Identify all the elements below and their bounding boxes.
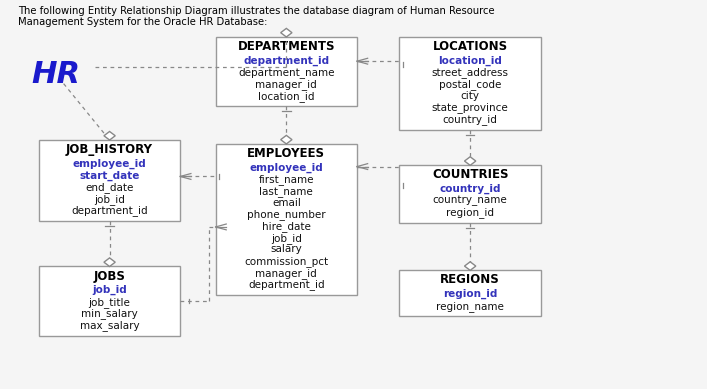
Text: postal_code: postal_code bbox=[439, 79, 501, 90]
Text: max_salary: max_salary bbox=[80, 320, 139, 331]
Text: COUNTRIES: COUNTRIES bbox=[432, 168, 508, 181]
Bar bbox=[399, 270, 541, 316]
Polygon shape bbox=[464, 262, 476, 270]
Text: employee_id: employee_id bbox=[73, 159, 146, 169]
Bar bbox=[399, 37, 541, 130]
Text: region_id: region_id bbox=[446, 207, 494, 218]
Text: last_name: last_name bbox=[259, 186, 313, 197]
Text: department_id: department_id bbox=[243, 56, 329, 66]
Text: phone_number: phone_number bbox=[247, 209, 326, 220]
Text: job_id: job_id bbox=[271, 233, 302, 244]
Text: end_date: end_date bbox=[86, 182, 134, 193]
Text: commission_pct: commission_pct bbox=[245, 256, 328, 267]
Text: country_id: country_id bbox=[443, 114, 498, 125]
Text: first_name: first_name bbox=[259, 174, 314, 185]
Text: min_salary: min_salary bbox=[81, 308, 138, 319]
Text: email: email bbox=[272, 198, 300, 208]
Text: manager_id: manager_id bbox=[255, 79, 317, 90]
Text: manager_id: manager_id bbox=[255, 268, 317, 279]
Text: department_name: department_name bbox=[238, 67, 334, 78]
Text: employee_id: employee_id bbox=[250, 163, 323, 173]
Polygon shape bbox=[104, 131, 115, 140]
Text: state_province: state_province bbox=[432, 102, 508, 113]
Text: region_id: region_id bbox=[443, 289, 497, 299]
Bar bbox=[39, 140, 180, 221]
Text: EMPLOYEES: EMPLOYEES bbox=[247, 147, 325, 160]
Text: city: city bbox=[461, 91, 479, 101]
Text: job_id: job_id bbox=[92, 285, 127, 295]
Polygon shape bbox=[104, 258, 115, 266]
Text: start_date: start_date bbox=[79, 170, 140, 180]
Text: HR: HR bbox=[32, 60, 81, 89]
Polygon shape bbox=[464, 157, 476, 165]
Text: department_id: department_id bbox=[71, 205, 148, 216]
Text: REGIONS: REGIONS bbox=[440, 273, 500, 286]
Polygon shape bbox=[281, 135, 292, 144]
Text: country_id: country_id bbox=[440, 184, 501, 194]
Text: LOCATIONS: LOCATIONS bbox=[433, 40, 508, 53]
Text: street_address: street_address bbox=[432, 67, 508, 78]
Bar bbox=[216, 37, 357, 106]
Text: salary: salary bbox=[271, 244, 302, 254]
Text: job_id: job_id bbox=[94, 194, 125, 205]
Bar bbox=[216, 144, 357, 295]
Text: country_name: country_name bbox=[433, 196, 508, 206]
Polygon shape bbox=[281, 28, 292, 37]
Text: location_id: location_id bbox=[258, 91, 315, 102]
Text: department_id: department_id bbox=[248, 279, 325, 290]
Text: job_title: job_title bbox=[88, 297, 131, 308]
Bar bbox=[39, 266, 180, 336]
Text: hire_date: hire_date bbox=[262, 221, 311, 232]
Text: The following Entity Relationship Diagram illustrates the database diagram of Hu: The following Entity Relationship Diagra… bbox=[18, 6, 494, 28]
Text: JOB_HISTORY: JOB_HISTORY bbox=[66, 143, 153, 156]
Text: JOBS: JOBS bbox=[93, 270, 126, 282]
Bar bbox=[399, 165, 541, 223]
Text: location_id: location_id bbox=[438, 56, 502, 66]
Text: DEPARTMENTS: DEPARTMENTS bbox=[238, 40, 335, 53]
Text: region_name: region_name bbox=[436, 301, 504, 312]
